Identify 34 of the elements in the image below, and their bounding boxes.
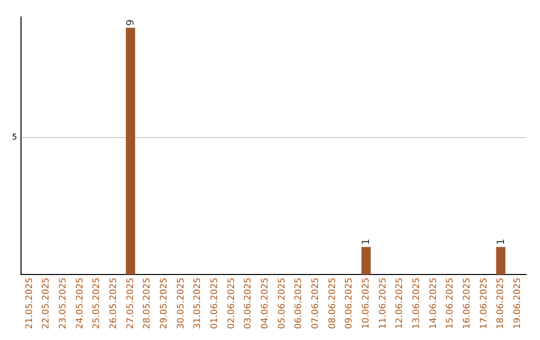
- x-tick-label: 16.06.2025: [462, 277, 472, 329]
- x-tick-label: 19.06.2025: [512, 277, 523, 329]
- x-tick-label: 29.05.2025: [159, 277, 170, 329]
- x-tick-label: 18.06.2025: [496, 277, 506, 329]
- data-label: 1: [361, 238, 372, 246]
- data-label: 1: [496, 238, 507, 246]
- x-tick-label: 06.06.2025: [294, 277, 304, 329]
- x-tick-label: 08.06.2025: [328, 277, 338, 329]
- x-tick-label: 22.05.2025: [42, 277, 52, 329]
- x-tick-label: 26.05.2025: [109, 277, 119, 329]
- x-tick-label: 02.06.2025: [226, 277, 237, 329]
- x-tick-label: 01.06.2025: [210, 277, 220, 329]
- x-tick-label: 30.05.2025: [176, 277, 186, 329]
- x-tick-label: 14.06.2025: [428, 277, 439, 329]
- x-tick-label: 28.05.2025: [142, 277, 153, 329]
- x-tick-label: 13.06.2025: [412, 277, 422, 329]
- x-tick-label: 03.06.2025: [244, 277, 254, 329]
- x-tick-label: 15.06.2025: [446, 277, 456, 329]
- x-tick-label: 07.06.2025: [310, 277, 321, 329]
- x-tick-label: 05.06.2025: [277, 277, 288, 329]
- x-tick-label: 25.05.2025: [92, 277, 102, 329]
- x-tick-label: 10.06.2025: [361, 277, 372, 329]
- x-tick-label: 11.06.2025: [378, 277, 388, 329]
- x-tick-label: 21.05.2025: [24, 277, 35, 329]
- x-tick-label: 04.06.2025: [260, 277, 270, 329]
- x-tick-label: 31.05.2025: [193, 277, 204, 329]
- x-tick-label: 24.05.2025: [75, 277, 86, 329]
- x-tick-label: 27.05.2025: [126, 277, 136, 329]
- x-tick-label: 12.06.2025: [395, 277, 406, 329]
- x-tick-label: 17.06.2025: [479, 277, 490, 329]
- x-tick-label: 09.06.2025: [344, 277, 355, 329]
- x-tick-label: 23.05.2025: [58, 277, 69, 329]
- y-tick-label: 5: [12, 132, 18, 142]
- data-label: 9: [125, 19, 136, 26]
